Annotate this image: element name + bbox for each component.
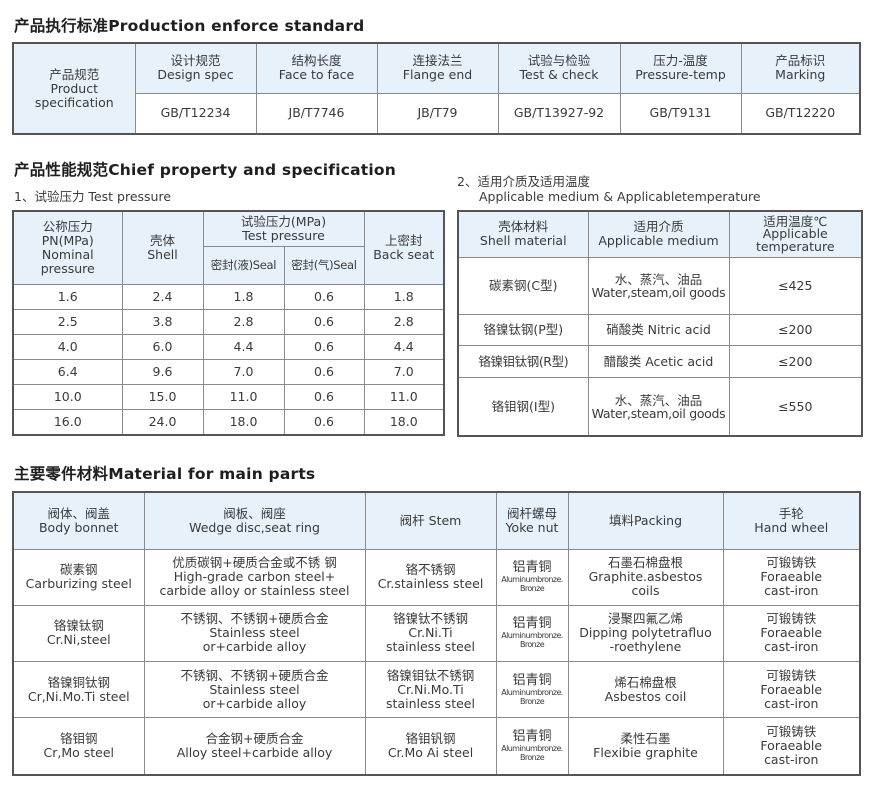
section-title-chief-property: 产品性能规范Chief property and specification — [14, 161, 396, 179]
header-shell-material: 壳体材料 Shell material — [457, 210, 589, 258]
header-nominal-pressure: 公称压力 PN(MPa) Nominal pressure — [12, 210, 123, 285]
table-row: 2.5 3.8 2.8 0.6 2.8 — [12, 308, 445, 335]
header-applicable-temperature: 适用温度℃ Applicable temperature — [728, 210, 863, 258]
value-test-check: GB/T13927-92 — [497, 92, 621, 135]
col-header-pressure-temp: 压力-温度 Pressure-temp — [619, 42, 742, 94]
header-wedge-disc: 阀板、阀座 Wedge disc,seat ring — [143, 491, 366, 550]
header-hand-wheel: 手轮 Hand wheel — [722, 491, 861, 550]
col-header-design-spec: 设计规范 Design spec — [134, 42, 257, 94]
table-row: 4.0 6.0 4.4 0.6 4.4 — [12, 333, 445, 360]
production-standard-table: 产品规范 Product specification 设计规范 Design sp… — [12, 42, 861, 135]
header-seal-liquid: 密封(液)Seal — [202, 245, 285, 285]
main-parts-material-table: 阀体、阀盖 Body bonnet 阀板、阀座 Wedge disc,seat ri… — [12, 491, 861, 776]
header-packing: 填料Packing — [567, 491, 724, 550]
caption-test-pressure: 1、试验压力 Test pressure — [14, 189, 172, 204]
table-row: 铬镍铜钛钢 Cr,Ni.Mo.Ti steel 不锈钢、不锈钢+硬质合金 Stain… — [12, 661, 861, 719]
section-title-production-standard: 产品执行标准Production enforce standard — [14, 17, 365, 35]
caption-medium-en: Applicable medium & Applicabletemperatur… — [479, 189, 761, 204]
header-yoke-nut: 阀杆螺母 Yoke nut — [495, 491, 569, 550]
table-row: 铬钼钢(I型) 水、蒸汽、油品 Water,steam,oil goods ≤55… — [457, 377, 863, 437]
value-design-spec: GB/T12234 — [134, 92, 257, 135]
table-row: 碳素钢 Carburizing steel 优质碳钢+硬质合金或不锈 钢 High-… — [12, 548, 861, 606]
col-header-marking: 产品标识 Marking — [740, 42, 861, 94]
value-face-to-face: JB/T7746 — [255, 92, 378, 135]
table-row: 铬镍钛钢 Cr.Ni,steel 不锈钢、不锈钢+硬质合金 Stainless st… — [12, 604, 861, 663]
table-row: 铬镍钼钛钢(R型) 醋酸类 Acetic acid ≤200 — [457, 345, 863, 379]
section-title-main-parts: 主要零件材料Material for main parts — [14, 465, 316, 483]
value-marking: GB/T12220 — [740, 92, 861, 135]
col-header-flange-end: 连接法兰 Flange end — [376, 42, 499, 94]
header-stem: 阀杆 Stem — [364, 491, 497, 550]
header-seal-gas: 密封(气)Seal — [283, 245, 365, 285]
value-pressure-temp: GB/T9131 — [619, 92, 742, 135]
medium-temperature-table: 壳体材料 Shell material 适用介质 Applicable medium… — [457, 210, 863, 437]
caption-medium-cn: 2、适用介质及适用温度 — [457, 174, 590, 189]
table-row: 1.6 2.4 1.8 0.6 1.8 — [12, 283, 445, 310]
table-row: 10.0 15.0 11.0 0.6 11.0 — [12, 383, 445, 410]
col-header-face-to-face: 结构长度 Face to face — [255, 42, 378, 94]
header-shell: 壳体 Shell — [121, 210, 204, 285]
header-applicable-medium: 适用介质 Applicable medium — [587, 210, 730, 258]
header-body-bonnet: 阀体、阀盖 Body bonnet — [12, 491, 145, 550]
col-header-test-check: 试验与检验 Test & check — [497, 42, 621, 94]
table-row: 碳素钢(C型) 水、蒸汽、油品 Water,steam,oil goods ≤42… — [457, 256, 863, 315]
value-flange-end: JB/T79 — [376, 92, 499, 135]
header-test-pressure: 试验压力(MPa) Test pressure — [202, 210, 365, 247]
header-back-seat: 上密封 Back seat — [363, 210, 445, 285]
table-row: 铬镍钛钢(P型) 硝酸类 Nitric acid ≤200 — [457, 313, 863, 347]
test-pressure-table: 公称压力 PN(MPa) Nominal pressure 壳体 Shell 试… — [12, 210, 445, 436]
table-row: 铬钼钢 Cr,Mo steel 合金钢+硬质合金 Alloy steel+carbi… — [12, 717, 861, 776]
table-row: 6.4 9.6 7.0 0.6 7.0 — [12, 358, 445, 385]
table-row: 16.0 24.0 18.0 0.6 18.0 — [12, 408, 445, 436]
product-spec-header: 产品规范 Product specification — [12, 42, 136, 135]
